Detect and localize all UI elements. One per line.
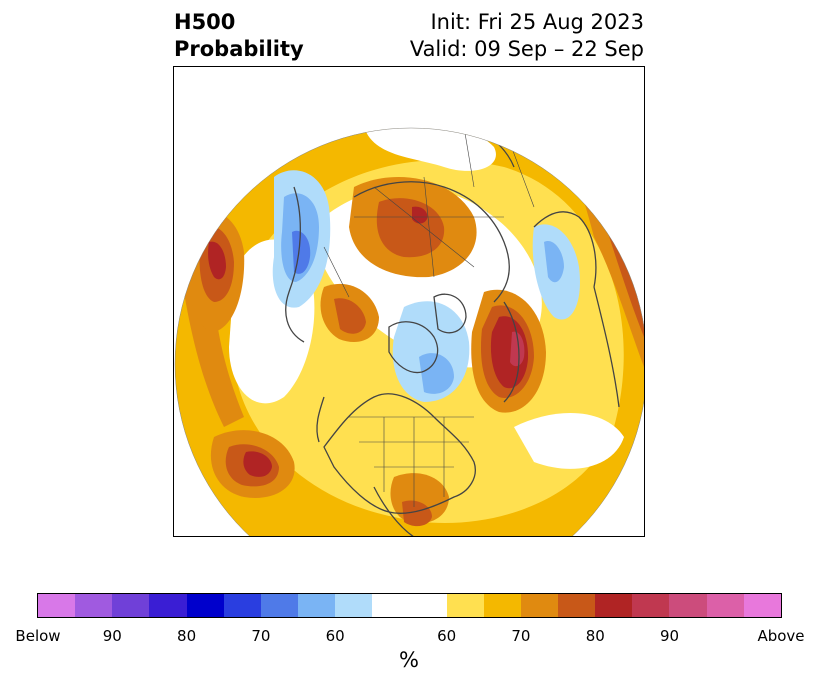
region-blue-ne-core xyxy=(544,241,564,283)
colorbar xyxy=(37,593,782,618)
region-warm-west-peak xyxy=(208,241,226,280)
region-warm-alaska-core xyxy=(334,298,366,334)
colorbar-tick-label: 60 xyxy=(325,627,345,645)
region-warm-east-peak xyxy=(510,331,525,367)
colorbar-tick-label: 60 xyxy=(437,627,457,645)
colorbar-segment xyxy=(595,594,633,617)
title-valid-range: Valid: 09 Sep – 22 Sep xyxy=(409,37,644,61)
region-warm-north-peak xyxy=(412,206,428,224)
colorbar-segment xyxy=(706,594,744,617)
colorbar-segment xyxy=(149,594,187,617)
colorbar-segment xyxy=(335,594,373,617)
colorbar-segment xyxy=(223,594,261,617)
colorbar-segment xyxy=(186,594,224,617)
region-blue-center-core xyxy=(419,353,454,394)
title-product: Probability xyxy=(174,37,304,61)
map-frame xyxy=(173,66,645,537)
colorbar-tick-label: 70 xyxy=(511,627,531,645)
colorbar-segment xyxy=(75,594,113,617)
colorbar-tick-label: 80 xyxy=(177,627,197,645)
colorbar-segment xyxy=(260,594,298,617)
colorbar-segment xyxy=(483,594,521,617)
probability-map xyxy=(174,127,644,536)
colorbar-tick-label: 70 xyxy=(251,627,271,645)
region-warm-usa-core xyxy=(402,500,432,527)
colorbar-segment xyxy=(446,594,484,617)
colorbar-tick-label: Above xyxy=(757,627,805,645)
colorbar-tick-label: 90 xyxy=(660,627,680,645)
colorbar-segment xyxy=(632,594,670,617)
title-init-date: Init: Fri 25 Aug 2023 xyxy=(430,10,644,34)
map-title-left: H500 Probability xyxy=(174,9,304,63)
colorbar-segment xyxy=(743,594,781,617)
region-warm-pacific-peak xyxy=(243,451,272,477)
colorbar-segment xyxy=(38,594,76,617)
colorbar-tick-label: 80 xyxy=(585,627,605,645)
region-neutral-east xyxy=(514,413,624,469)
colorbar-segment xyxy=(669,594,707,617)
colorbar-segment xyxy=(372,594,447,617)
colorbar-tick-label: 90 xyxy=(102,627,122,645)
map-title-right: Init: Fri 25 Aug 2023 Valid: 09 Sep – 22… xyxy=(410,9,644,63)
colorbar-segment xyxy=(297,594,336,617)
political-borders xyxy=(323,128,535,507)
colorbar-segment xyxy=(112,594,150,617)
colorbar-unit: % xyxy=(399,648,419,672)
colorbar-segment xyxy=(557,594,596,617)
colorbar-segment xyxy=(520,594,558,617)
title-variable: H500 xyxy=(174,10,236,34)
colorbar-tick-label: Below xyxy=(15,627,61,645)
